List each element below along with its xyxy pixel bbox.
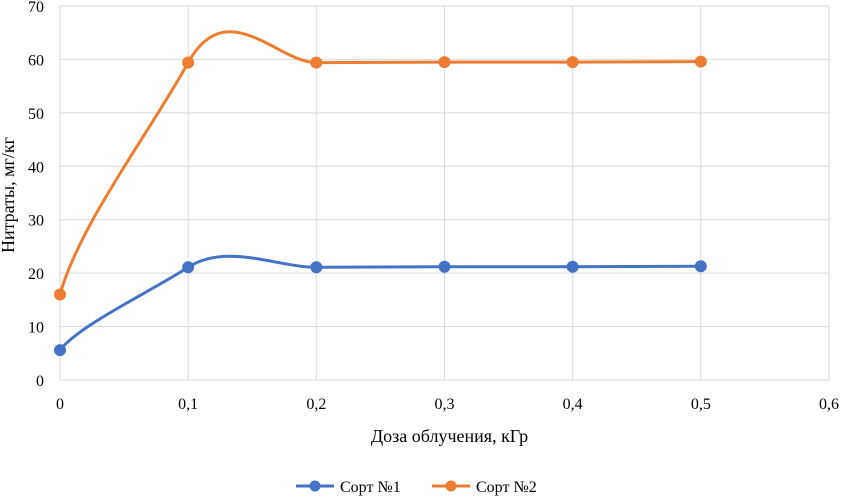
data-point (438, 56, 451, 69)
x-axis-ticks: 0 0,1 0,2 0,3 0,4 0,5 0,6 (56, 396, 839, 413)
y-tick-label: 20 (28, 266, 44, 283)
data-point (310, 261, 323, 274)
legend-label: Сорт №2 (476, 479, 537, 496)
series-2 (54, 30, 707, 301)
data-point (54, 288, 66, 301)
y-tick-label: 70 (28, 0, 44, 16)
x-tick-label: 0,4 (563, 396, 583, 413)
legend: Сорт №1 Сорт №2 (296, 479, 537, 496)
y-tick-label: 0 (36, 373, 44, 390)
data-point (694, 260, 707, 273)
legend-marker (309, 480, 321, 492)
x-tick-label: 0,5 (691, 396, 711, 413)
x-tick-label: 0,3 (435, 396, 455, 413)
series-line (58, 254, 703, 352)
series-line (58, 30, 703, 297)
y-tick-label: 10 (28, 320, 44, 337)
data-point (310, 56, 323, 69)
y-axis-title: Нитраты, мг/кг (0, 137, 18, 253)
series-1 (54, 254, 707, 357)
data-point (54, 344, 66, 357)
legend-marker (445, 480, 457, 492)
data-point (566, 260, 579, 273)
data-point (182, 261, 195, 274)
data-point (566, 56, 579, 69)
x-tick-label: 0,6 (819, 396, 839, 413)
y-tick-label: 30 (28, 213, 44, 230)
data-point (694, 55, 707, 68)
x-tick-label: 0,2 (306, 396, 326, 413)
series-layer (54, 30, 707, 357)
x-tick-label: 0 (56, 396, 64, 413)
y-tick-label: 50 (28, 106, 44, 123)
data-point (438, 260, 451, 273)
y-tick-label: 60 (28, 52, 44, 69)
y-axis-ticks: 0 10 20 30 40 50 60 70 (28, 0, 44, 390)
legend-label: Сорт №1 (340, 479, 401, 496)
x-tick-label: 0,1 (178, 396, 198, 413)
x-axis-title: Доза облучения, кГр (371, 426, 528, 446)
y-tick-label: 40 (28, 159, 44, 176)
data-point (182, 56, 195, 69)
